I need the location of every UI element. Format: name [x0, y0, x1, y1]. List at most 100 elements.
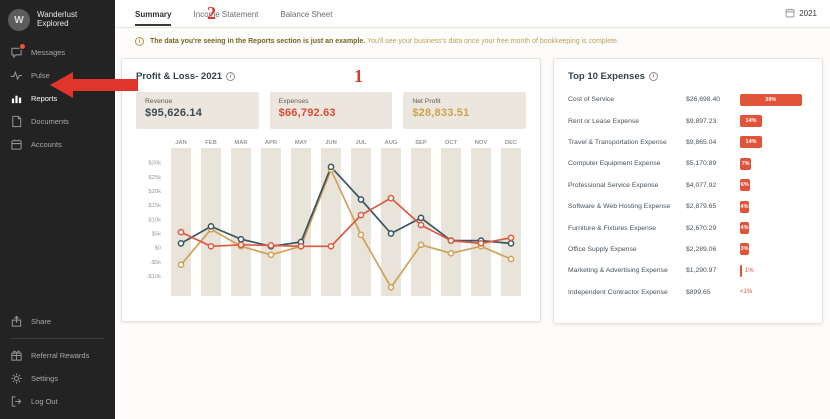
y-axis-label: $25k [148, 175, 161, 181]
data-point-expenses [327, 242, 335, 250]
month-column [351, 148, 371, 296]
gift-icon [10, 349, 23, 362]
profit-loss-chart: JAN FEB MAR APR MAY JUN JUL AUG SEP OCT NOV DEC $30k… [122, 133, 540, 309]
expense-row-computer-equipment-expense: Computer Equipment Expense $5,170.89 7% [568, 153, 808, 174]
workspace-name: Wanderlust Explored [37, 10, 78, 28]
sidebar-item-accounts[interactable]: Accounts [0, 133, 115, 156]
calendar-icon [785, 8, 795, 20]
notification-badge [19, 43, 26, 50]
sidebar-item-documents[interactable]: Documents [0, 110, 115, 133]
expense-percent-label: 39% [765, 96, 777, 103]
month-label: MAY [295, 140, 307, 146]
top-expenses-info-icon[interactable]: i [648, 72, 658, 81]
expense-percent-label: 1% [745, 267, 754, 274]
expenses-value: $66,792.63 [278, 107, 336, 119]
expense-bar: 4% [740, 222, 749, 235]
data-point-revenue [357, 196, 365, 203]
expense-bar-cell: 6% [740, 179, 808, 192]
month-label: NOV [475, 140, 488, 146]
sidebar-item-pulse[interactable]: Pulse [0, 64, 115, 87]
sidebar-nav: Messages Pulse Reports Documents Accounts [0, 41, 115, 156]
expense-bar-cell: 14% [740, 136, 808, 149]
pl-stat-cards: Revenue $95,626.14 Expenses $66,792.63 N… [122, 86, 540, 133]
top-expenses-panel: Top 10 Expenses i Cost of Service $26,698… [207, 3, 823, 324]
data-point-expenses [207, 242, 215, 250]
expense-amount: $2,289.06 [686, 245, 717, 253]
profit-loss-info-icon[interactable]: i [226, 72, 236, 81]
arrow-tail [72, 79, 138, 91]
month-column [291, 148, 311, 296]
main-content: Summary Income Statement Balance Sheet 2… [115, 0, 830, 419]
expense-amount: $2,670.29 [686, 224, 717, 232]
year-selector[interactable]: 2021 [785, 8, 817, 20]
sidebar-item-label: Settings [31, 374, 59, 383]
net-profit-label: Net Profit [412, 98, 441, 105]
expense-bar-cell: 3% [740, 243, 808, 256]
expense-amount: $9,865.04 [686, 138, 717, 146]
net-profit-card: Net Profit $28,833.51 [403, 92, 527, 129]
pulse-icon [10, 69, 23, 82]
expense-label: Professional Service Expense [568, 181, 659, 189]
data-point-revenue [417, 214, 425, 222]
expenses-card: Expenses $66,792.63 [269, 92, 393, 129]
annotation-1: 1 [354, 66, 363, 86]
pl-chart-svg: JAN FEB MAR APR MAY JUN JUL AUG SEP OCT NOV DEC $30k… [146, 140, 521, 296]
sidebar-item-share[interactable]: Share [0, 310, 115, 333]
banner-bold-text: The data you're seeing in the Reports se… [150, 38, 366, 45]
sidebar-item-label: Referral Rewards [31, 351, 90, 360]
sidebar-item-settings[interactable]: Settings [0, 367, 115, 390]
expense-amount: $1,290.97 [686, 267, 717, 275]
sidebar: W Wanderlust Explored Messages Pulse Repor… [0, 0, 115, 419]
month-column [381, 148, 401, 296]
arrow-head [50, 72, 73, 98]
month-column [321, 148, 341, 296]
expense-bar-cell: 14% [740, 115, 808, 128]
data-point-expenses [477, 240, 485, 247]
sidebar-item-label: Pulse [31, 71, 50, 80]
profit-loss-header: Profit & Loss- 2021 i [122, 59, 540, 86]
expenses-label: Expenses [278, 98, 309, 105]
tab-balance-sheet[interactable]: Balance Sheet [280, 10, 333, 19]
data-point-expenses [387, 194, 395, 202]
profit-loss-title: Profit & Loss- 2021 [136, 71, 223, 82]
info-icon: i [135, 37, 144, 46]
data-point-expenses [237, 241, 245, 249]
month-label: AUG [385, 140, 398, 146]
expense-bar [740, 264, 742, 277]
month-label: FEB [205, 140, 217, 146]
y-axis-label: $10k [148, 217, 161, 223]
expense-amount: $5,170.89 [686, 160, 717, 168]
y-axis-label: -$10k [146, 274, 161, 280]
revenue-value: $95,626.14 [145, 107, 203, 119]
data-point-revenue [177, 240, 185, 247]
expense-bar: 4% [740, 200, 749, 213]
expense-label: Furniture & Fixtures Expense [568, 224, 657, 232]
tab-income-statement[interactable]: Income Statement [193, 10, 259, 19]
expense-row-office-supply-expense: Office Supply Expense $2,289.06 3% [568, 239, 808, 260]
sidebar-item-messages[interactable]: Messages [0, 41, 115, 64]
expense-row-rent-or-lease-expense: Rent or Lease Expense $9,897.23 14% [568, 110, 808, 131]
sidebar-item-label: Share [31, 317, 52, 326]
sidebar-item-referral-rewards[interactable]: Referral Rewards [0, 344, 115, 367]
expense-percent-label: <1% [740, 289, 753, 296]
expense-bar-cell: 4% [740, 222, 808, 235]
expense-label: Marketing & Advertising Expense [568, 267, 668, 275]
banner-rest-text: You'll see your business's data once you… [367, 38, 619, 45]
annotation-2: 2 [207, 3, 216, 23]
data-point-revenue [387, 230, 395, 237]
sidebar-item-reports[interactable]: Reports [0, 87, 115, 110]
sidebar-item-label: Reports [31, 94, 58, 103]
profit-loss-panel: Profit & Loss- 2021 i Revenue $95,626.14… [121, 58, 541, 322]
sidebar-item-log-out[interactable]: Log Out [0, 390, 115, 413]
expense-label: Cost of Service [568, 96, 615, 104]
month-label: OCT [445, 140, 458, 146]
sidebar-item-label: Log Out [31, 397, 58, 406]
workspace-switcher[interactable]: W Wanderlust Explored [0, 0, 115, 41]
net-profit-value: $28,833.51 [412, 107, 470, 119]
tab-summary[interactable]: Summary [135, 1, 172, 26]
data-point-expenses [447, 237, 455, 244]
expense-bar: 6% [740, 179, 750, 192]
expense-bar: 14% [740, 136, 763, 149]
series-line-net-profit [180, 168, 512, 289]
sidebar-item-label: Documents [31, 117, 69, 126]
